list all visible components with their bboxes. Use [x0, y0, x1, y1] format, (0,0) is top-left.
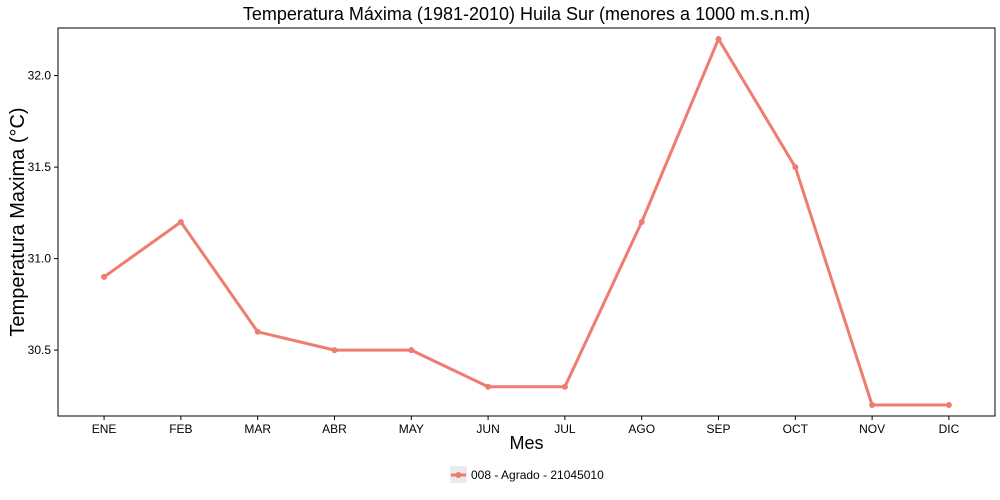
- x-axis-title: Mes: [509, 433, 543, 453]
- data-point: [485, 383, 492, 390]
- chart-title: Temperatura Máxima (1981-2010) Huila Sur…: [243, 4, 810, 24]
- series-layer: [101, 35, 952, 409]
- y-axis: 30.5 31.0 31.5 32.0: [28, 69, 58, 357]
- data-point: [945, 402, 952, 409]
- series-line: [103, 37, 949, 407]
- data-point: [408, 347, 415, 354]
- data-point: [254, 328, 261, 335]
- data-point: [715, 35, 722, 42]
- data-point: [561, 383, 568, 390]
- x-tick-label: JUN: [476, 422, 499, 436]
- x-tick-label: MAY: [399, 422, 424, 436]
- x-tick-label: ENE: [92, 422, 117, 436]
- x-tick-label: AGO: [628, 422, 655, 436]
- x-tick-label: ABR: [322, 422, 347, 436]
- data-point: [792, 164, 799, 171]
- x-tick-label: DIC: [939, 422, 960, 436]
- data-point: [101, 273, 108, 280]
- y-tick-label: 32.0: [28, 69, 52, 83]
- legend-key-point: [455, 472, 462, 478]
- x-axis: ENE FEB MAR ABR MAY JUN JUL AGO SEP OCT NOV DIC: [92, 416, 960, 436]
- x-tick-label: FEB: [169, 422, 192, 436]
- data-point: [638, 219, 645, 225]
- data-point: [331, 347, 338, 354]
- y-axis-title: Temperatura Maxima (°C): [7, 107, 29, 336]
- plot-panel-border: [57, 27, 996, 417]
- data-point: [869, 402, 876, 409]
- x-tick-label: SEP: [707, 422, 731, 436]
- x-tick-label: NOV: [859, 422, 885, 436]
- legend: 008 - Agrado - 21045010: [450, 466, 604, 483]
- y-tick-label: 30.5: [28, 343, 52, 357]
- legend-label: 008 - Agrado - 21045010: [471, 468, 604, 482]
- y-tick-label: 31.0: [28, 252, 52, 266]
- x-tick-label: OCT: [783, 422, 809, 436]
- x-tick-label: MAR: [244, 422, 271, 436]
- y-tick-label: 31.5: [28, 160, 52, 174]
- data-point: [177, 219, 184, 225]
- x-tick-label: JUL: [554, 422, 576, 436]
